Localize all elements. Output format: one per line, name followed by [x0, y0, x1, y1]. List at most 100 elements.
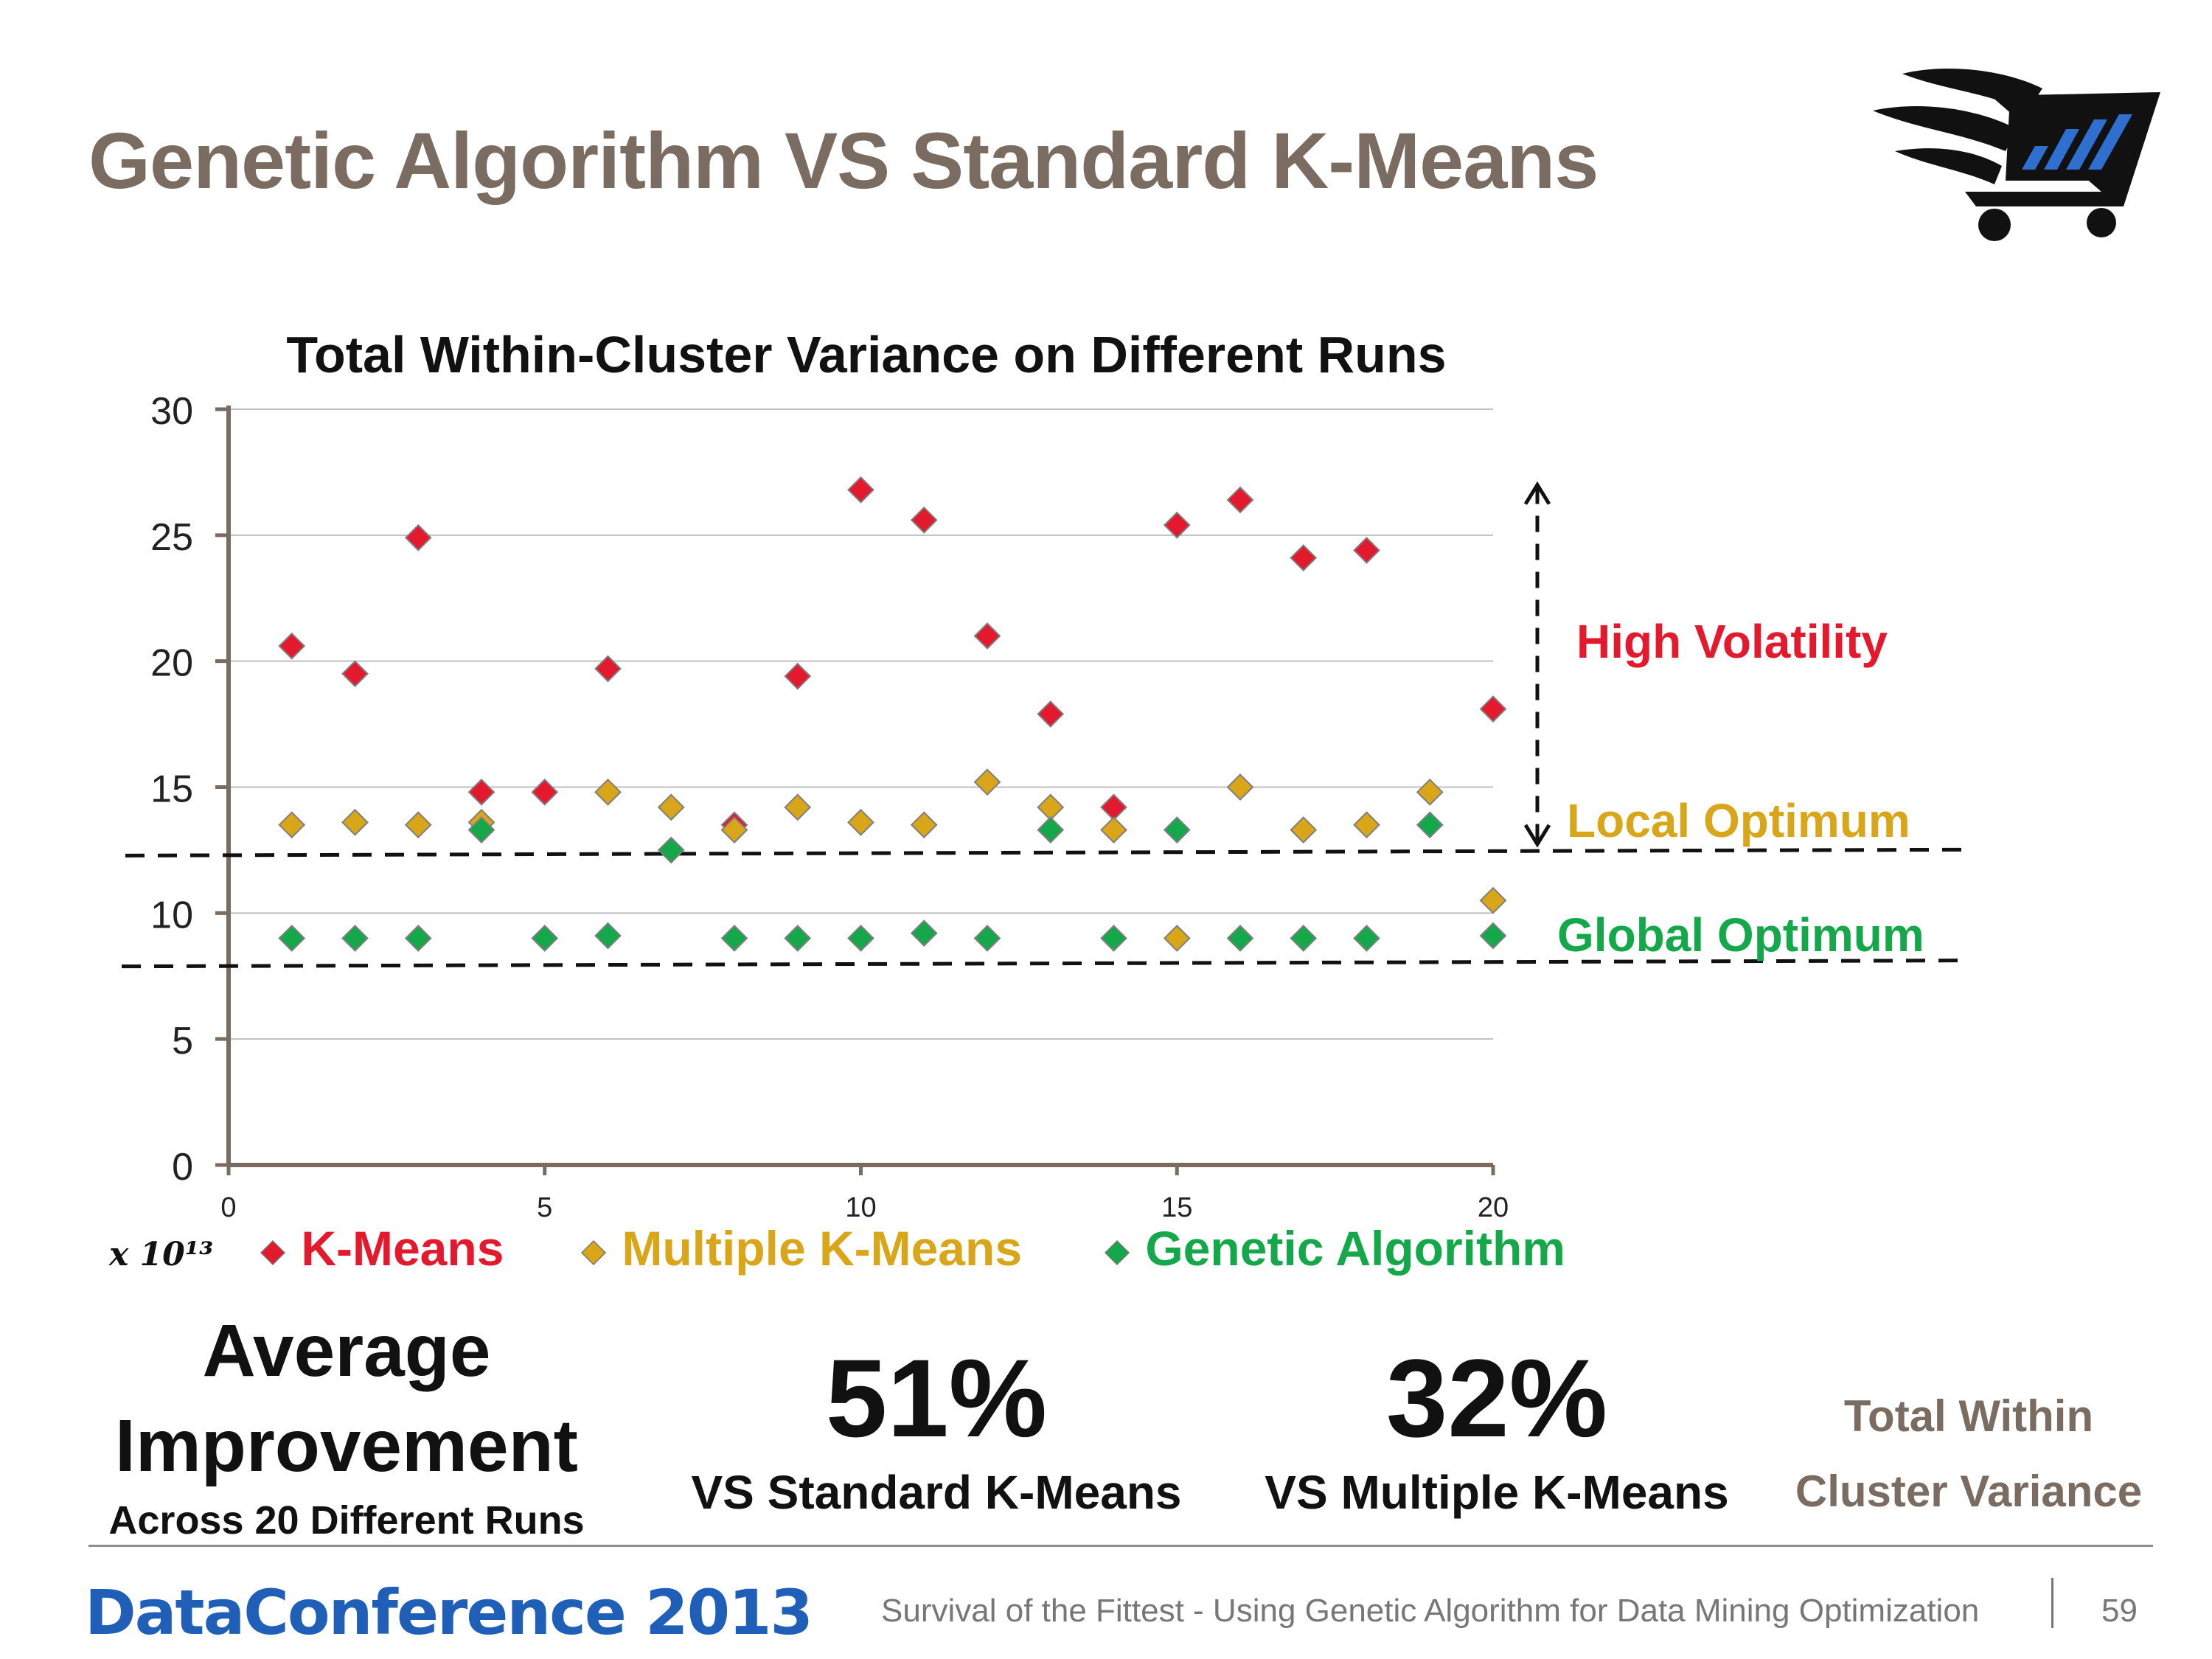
data-point-k-means: [1163, 511, 1191, 539]
data-point-multiple-k-means: [973, 768, 1001, 796]
footer-divider: [88, 1545, 2153, 1547]
data-point-genetic-algorithm: [404, 925, 432, 952]
data-point-genetic-algorithm: [1037, 816, 1065, 844]
data-point-k-means: [1479, 695, 1507, 723]
data-point-k-means: [1353, 536, 1380, 564]
data-point-k-means: [1100, 793, 1127, 821]
data-point-genetic-algorithm: [847, 925, 874, 952]
x-tick-label: 5: [537, 1192, 552, 1223]
legend-label-multiple-k-means: Multiple K-Means: [622, 1221, 1023, 1276]
legend-k-means: K-Means: [258, 1220, 504, 1276]
volatility-arrow-up: [1523, 481, 1551, 505]
x-tick-label: 10: [845, 1192, 876, 1223]
y-tick-label: 30: [150, 390, 193, 433]
x-tick-label: 20: [1478, 1192, 1509, 1223]
data-point-multiple-k-means: [1353, 811, 1380, 839]
data-point-multiple-k-means: [404, 811, 432, 839]
data-point-k-means: [531, 778, 559, 806]
scatter-chart: Total Within-Cluster Variance on Differe…: [121, 326, 1962, 1223]
footer-separator: [2051, 1578, 2053, 1628]
data-point-genetic-algorithm: [910, 919, 938, 947]
data-point-genetic-algorithm: [1290, 925, 1318, 952]
talk-title: Survival of the Fittest - Using Genetic …: [881, 1593, 1980, 1629]
page-number: 59: [2101, 1593, 2138, 1629]
global-optimum-label: Global Optimum: [1557, 908, 1924, 961]
slide-title: Genetic Algorithm VS Standard K-Means: [88, 116, 1599, 205]
data-point-genetic-algorithm: [973, 925, 1001, 952]
data-point-genetic-algorithm: [720, 925, 748, 952]
data-point-genetic-algorithm: [1479, 922, 1507, 950]
x-tick-label: 15: [1161, 1192, 1192, 1223]
data-point-genetic-algorithm: [1163, 816, 1191, 844]
legend-marker-genetic-algorithm: [1104, 1239, 1130, 1265]
y-tick-label: 5: [172, 1020, 193, 1062]
data-point-genetic-algorithm: [1353, 925, 1380, 952]
data-point-genetic-algorithm: [1100, 925, 1127, 952]
data-point-genetic-algorithm: [1416, 811, 1444, 839]
data-point-k-means: [1290, 544, 1318, 571]
conference-logo: DataConference 2013: [85, 1576, 813, 1649]
data-point-genetic-algorithm: [657, 836, 685, 864]
data-point-multiple-k-means: [1479, 886, 1507, 914]
data-point-genetic-algorithm: [594, 922, 622, 950]
y-tick-label: 20: [150, 642, 193, 685]
legend-marker-multiple-k-means: [580, 1239, 607, 1265]
data-point-multiple-k-means: [910, 811, 938, 839]
data-point-k-means: [467, 778, 495, 806]
data-point-multiple-k-means: [1100, 816, 1127, 844]
legend-multiple-k-means: Multiple K-Means: [579, 1220, 1022, 1276]
average-improvement-block: Average Improvement Across 20 Different …: [44, 1309, 649, 1543]
data-point-multiple-k-means: [1226, 773, 1254, 801]
data-point-multiple-k-means: [278, 811, 306, 839]
x-tick-label: 0: [220, 1192, 236, 1223]
data-point-multiple-k-means: [847, 808, 874, 836]
data-point-k-means: [594, 655, 622, 683]
data-point-k-means: [278, 632, 306, 660]
data-point-genetic-algorithm: [467, 816, 495, 844]
y-tick-label: 10: [150, 894, 193, 936]
data-point-k-means: [973, 622, 1001, 650]
chart-title: Total Within-Cluster Variance on Differe…: [286, 326, 1446, 383]
stat-vs-multiple-label: VS Multiple K-Means: [1265, 1466, 1729, 1519]
data-point-k-means: [341, 660, 369, 688]
y-multiplier-label: x 10¹³: [109, 1236, 214, 1273]
data-point-genetic-algorithm: [341, 925, 369, 952]
data-point-k-means: [784, 662, 812, 690]
local-optimum-label: Local Optimum: [1567, 794, 1910, 847]
data-point-multiple-k-means: [1163, 925, 1191, 952]
data-point-multiple-k-means: [720, 816, 748, 844]
y-tick-label: 15: [150, 768, 193, 811]
stat-vs-multiple: 32% VS Multiple K-Means: [1202, 1335, 1792, 1520]
data-point-multiple-k-means: [784, 793, 812, 821]
data-point-genetic-algorithm: [1226, 925, 1254, 952]
data-point-k-means: [910, 506, 938, 534]
data-point-multiple-k-means: [594, 778, 622, 806]
improvement-label: Improvement: [115, 1405, 578, 1487]
legend-marker-k-means: [260, 1239, 286, 1265]
legend-genetic-algorithm: Genetic Algorithm: [1102, 1220, 1565, 1276]
data-point-k-means: [847, 476, 874, 504]
legend-label-k-means: K-Means: [301, 1221, 504, 1276]
data-point-multiple-k-means: [341, 808, 369, 836]
high-volatility-label: High Volatility: [1576, 615, 1888, 668]
data-point-multiple-k-means: [657, 793, 685, 821]
data-point-genetic-algorithm: [531, 925, 559, 952]
stat-vs-standard-label: VS Standard K-Means: [691, 1466, 1182, 1519]
data-point-multiple-k-means: [1290, 816, 1318, 844]
stat-vs-standard-value: 51%: [825, 1336, 1048, 1460]
global-optimum-line: [121, 959, 1958, 969]
shopping-cart-icon: [1873, 68, 2160, 241]
data-point-genetic-algorithm: [278, 925, 306, 952]
local-optimum-line: [125, 847, 1962, 858]
data-point-k-means: [404, 524, 432, 552]
volatility-arrow-down: [1523, 824, 1551, 848]
legend-label-genetic-algorithm: Genetic Algorithm: [1145, 1221, 1565, 1276]
stat-vs-multiple-value: 32%: [1385, 1336, 1608, 1460]
data-point-multiple-k-means: [1416, 778, 1444, 806]
average-label: Average: [202, 1310, 491, 1392]
data-point-k-means: [1037, 700, 1065, 728]
y-tick-label: 0: [172, 1146, 193, 1189]
metric-label: Total Within Cluster Variance: [1795, 1391, 2143, 1516]
data-point-genetic-algorithm: [784, 925, 812, 952]
across-runs-label: Across 20 Different Runs: [108, 1498, 585, 1543]
